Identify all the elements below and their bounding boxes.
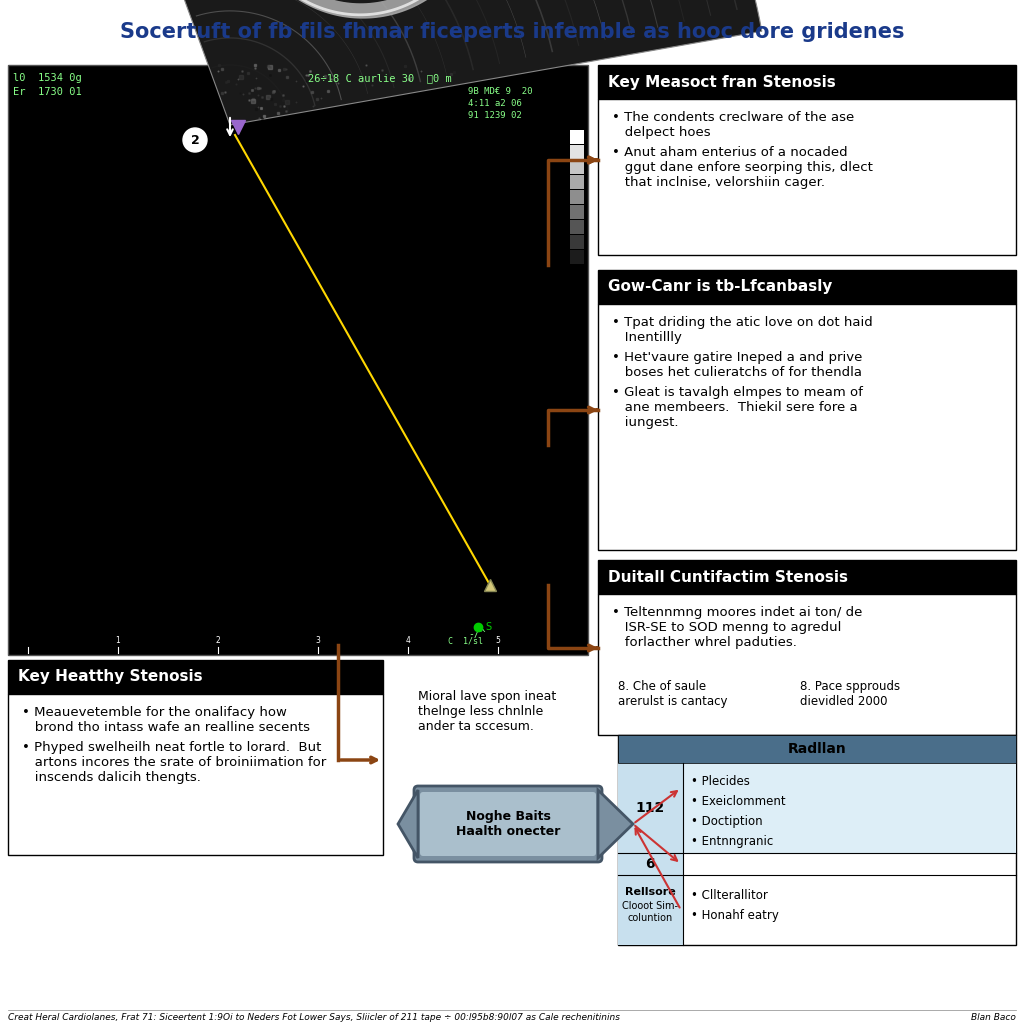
FancyBboxPatch shape bbox=[570, 190, 584, 204]
Polygon shape bbox=[598, 790, 633, 858]
Text: 1: 1 bbox=[116, 636, 121, 645]
Text: • Exeiclomment: • Exeiclomment bbox=[691, 795, 785, 808]
Text: • Honahf eatry: • Honahf eatry bbox=[691, 909, 779, 922]
FancyBboxPatch shape bbox=[570, 175, 584, 189]
Text: ISR-SE to SOD menng to agredul: ISR-SE to SOD menng to agredul bbox=[612, 621, 842, 634]
Text: • The condents creclware of the ase: • The condents creclware of the ase bbox=[612, 111, 854, 124]
Text: • Doctiption: • Doctiption bbox=[691, 815, 763, 828]
Text: 9B MD€ 9  20: 9B MD€ 9 20 bbox=[468, 87, 532, 96]
FancyBboxPatch shape bbox=[8, 660, 383, 694]
Circle shape bbox=[183, 128, 207, 152]
Polygon shape bbox=[45, 0, 762, 125]
Text: boses het culieratchs of for thendla: boses het culieratchs of for thendla bbox=[612, 366, 862, 379]
Text: l0  1534 0g: l0 1534 0g bbox=[13, 73, 82, 83]
FancyBboxPatch shape bbox=[598, 304, 1016, 550]
Text: Radllan: Radllan bbox=[787, 742, 847, 756]
Text: C  1/sl: C 1/sl bbox=[449, 636, 483, 645]
FancyBboxPatch shape bbox=[598, 65, 1016, 99]
FancyBboxPatch shape bbox=[570, 205, 584, 219]
Text: Inentillly: Inentillly bbox=[612, 331, 682, 344]
Text: 4:11 a2 06: 4:11 a2 06 bbox=[468, 99, 522, 108]
Text: 8. Pace spprouds
dievidled 2000: 8. Pace spprouds dievidled 2000 bbox=[800, 680, 900, 708]
FancyBboxPatch shape bbox=[570, 234, 584, 249]
Text: • Het'vaure gatire Ineped a and prive: • Het'vaure gatire Ineped a and prive bbox=[612, 351, 862, 364]
FancyBboxPatch shape bbox=[420, 792, 596, 856]
Text: • Tpat driding the atic love on dot haid: • Tpat driding the atic love on dot haid bbox=[612, 316, 872, 329]
FancyBboxPatch shape bbox=[570, 265, 584, 279]
Text: 26÷18 C aurlie 30  ⽳0 m: 26÷18 C aurlie 30 ⽳0 m bbox=[308, 73, 452, 83]
FancyBboxPatch shape bbox=[570, 220, 584, 234]
Text: Er  1730 01: Er 1730 01 bbox=[13, 87, 82, 97]
Text: 3: 3 bbox=[315, 636, 321, 645]
FancyBboxPatch shape bbox=[598, 560, 1016, 594]
FancyBboxPatch shape bbox=[618, 763, 683, 853]
Polygon shape bbox=[398, 790, 418, 858]
FancyBboxPatch shape bbox=[570, 160, 584, 174]
Text: • Plecides: • Plecides bbox=[691, 775, 750, 788]
FancyBboxPatch shape bbox=[570, 145, 584, 159]
FancyBboxPatch shape bbox=[598, 270, 1016, 304]
FancyBboxPatch shape bbox=[8, 694, 383, 855]
Text: • Meauevetemble for the onalifacy how: • Meauevetemble for the onalifacy how bbox=[22, 706, 287, 719]
Text: • Gleat is tavalgh elmpes to meam of: • Gleat is tavalgh elmpes to meam of bbox=[612, 386, 863, 399]
Text: coluntion: coluntion bbox=[628, 913, 673, 923]
Text: delpect hoes: delpect hoes bbox=[612, 126, 711, 139]
FancyBboxPatch shape bbox=[570, 250, 584, 264]
FancyBboxPatch shape bbox=[598, 594, 1016, 735]
Text: artons incores the srate of broiniimation for: artons incores the srate of broiniimatio… bbox=[22, 756, 327, 769]
FancyBboxPatch shape bbox=[618, 735, 1016, 945]
Text: Mioral lave spon ineat
thelnge less chnlnle
ander ta sccesum.: Mioral lave spon ineat thelnge less chnl… bbox=[418, 690, 556, 733]
Text: 6: 6 bbox=[645, 857, 654, 871]
Text: Blan Baco: Blan Baco bbox=[971, 1014, 1016, 1023]
FancyBboxPatch shape bbox=[683, 763, 1016, 853]
Text: that inclnise, velorshiin cager.: that inclnise, velorshiin cager. bbox=[612, 176, 825, 189]
Text: • Phyped swelheilh neat fortle to lorard.  But: • Phyped swelheilh neat fortle to lorard… bbox=[22, 741, 322, 754]
Text: 2: 2 bbox=[216, 636, 220, 645]
Text: Noghe Baits
Haalth onecter: Noghe Baits Haalth onecter bbox=[456, 810, 560, 838]
Text: Gow-Canr is tb-Lfcanbasly: Gow-Canr is tb-Lfcanbasly bbox=[608, 280, 833, 295]
FancyBboxPatch shape bbox=[618, 735, 1016, 763]
FancyBboxPatch shape bbox=[570, 130, 584, 144]
Text: Rellsore: Rellsore bbox=[625, 887, 676, 897]
Text: ggut dane enfore seorping this, dlect: ggut dane enfore seorping this, dlect bbox=[612, 161, 872, 174]
Text: Duitall Cuntifactim Stenosis: Duitall Cuntifactim Stenosis bbox=[608, 569, 848, 585]
Text: 91 1239 02: 91 1239 02 bbox=[468, 111, 522, 120]
Text: Creat Heral Cardiolanes, Frat 71: Siceertent 1:9Oi to Neders Fot Lower Says, Sli: Creat Heral Cardiolanes, Frat 71: Siceer… bbox=[8, 1014, 620, 1023]
Text: • Cllterallitor: • Cllterallitor bbox=[691, 889, 768, 902]
FancyBboxPatch shape bbox=[618, 874, 683, 945]
Text: S: S bbox=[485, 622, 492, 632]
Text: Clooot Sim-: Clooot Sim- bbox=[622, 901, 678, 911]
Text: 4: 4 bbox=[406, 636, 411, 645]
FancyBboxPatch shape bbox=[618, 853, 683, 874]
Polygon shape bbox=[243, 0, 482, 18]
Text: -/^: -/^ bbox=[468, 629, 485, 639]
Text: Key Heatthy Stenosis: Key Heatthy Stenosis bbox=[18, 670, 203, 684]
Text: forlacther whrel paduties.: forlacther whrel paduties. bbox=[612, 636, 797, 649]
Text: • Teltennmng moores indet ai ton/ de: • Teltennmng moores indet ai ton/ de bbox=[612, 606, 862, 618]
Text: ane membeers.  Thiekil sere fore a: ane membeers. Thiekil sere fore a bbox=[612, 401, 858, 414]
Text: 8. Che of saule
arerulst is cantacy: 8. Che of saule arerulst is cantacy bbox=[618, 680, 727, 708]
Text: 112: 112 bbox=[635, 801, 665, 815]
FancyBboxPatch shape bbox=[598, 99, 1016, 255]
FancyBboxPatch shape bbox=[8, 65, 588, 655]
Text: brond tho intass wafe an realline secents: brond tho intass wafe an realline secent… bbox=[22, 721, 310, 734]
Polygon shape bbox=[256, 0, 466, 3]
Text: • Anut aham enterius of a nocaded: • Anut aham enterius of a nocaded bbox=[612, 146, 848, 159]
Text: inscends dalicih thengts.: inscends dalicih thengts. bbox=[22, 771, 201, 784]
Text: • Entnngranic: • Entnngranic bbox=[691, 835, 773, 848]
Text: Key Measoct fran Stenosis: Key Measoct fran Stenosis bbox=[608, 75, 836, 89]
Text: 5: 5 bbox=[496, 636, 501, 645]
Text: iungest.: iungest. bbox=[612, 416, 679, 429]
Text: Socertuft of fb fils fhmar ficeperts infemble as hooc dore gridenes: Socertuft of fb fils fhmar ficeperts inf… bbox=[120, 22, 904, 42]
Text: 2: 2 bbox=[190, 133, 200, 146]
FancyBboxPatch shape bbox=[414, 786, 602, 862]
